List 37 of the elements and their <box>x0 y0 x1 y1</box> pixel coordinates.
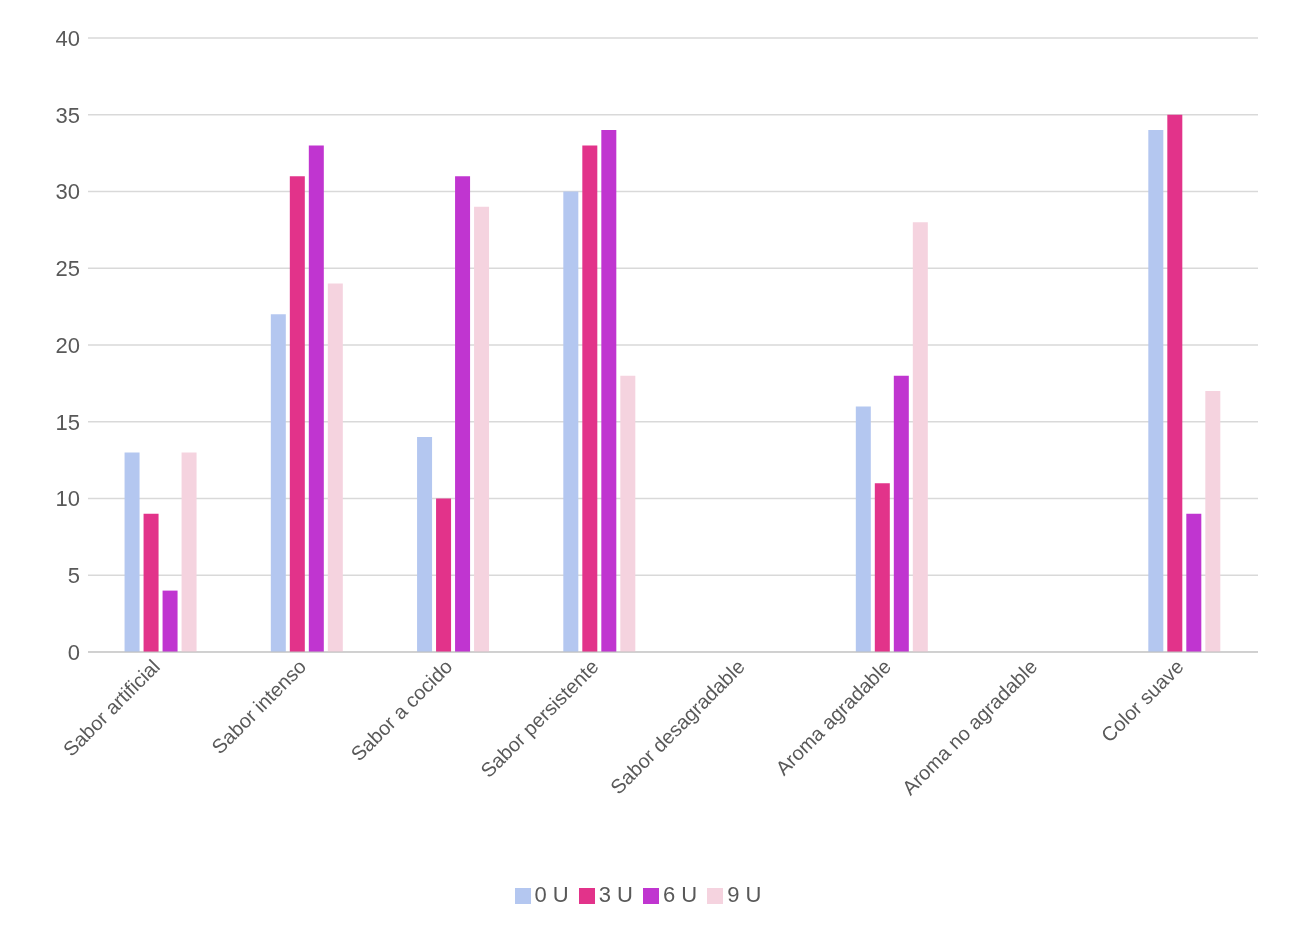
legend-label: 9 U <box>727 882 762 907</box>
bar <box>855 406 871 652</box>
y-tick-label: 0 <box>67 639 80 665</box>
bar <box>1167 114 1183 652</box>
legend-label: 3 U <box>598 882 633 907</box>
legend-label: 0 U <box>534 882 569 907</box>
y-tick-label: 35 <box>55 102 80 128</box>
y-tick-label: 40 <box>55 25 80 51</box>
bar <box>417 437 433 652</box>
bar <box>124 452 140 652</box>
bar <box>1148 130 1164 652</box>
legend-label: 6 U <box>663 882 698 907</box>
bar <box>874 483 890 652</box>
bar <box>582 145 598 652</box>
bar <box>162 590 178 652</box>
bar <box>308 145 324 652</box>
bar <box>327 283 343 652</box>
bar <box>270 314 286 652</box>
bar <box>1205 391 1221 652</box>
y-tick-label: 5 <box>67 563 80 589</box>
bar <box>289 176 305 652</box>
bar <box>436 498 452 652</box>
bar <box>455 176 471 652</box>
bar <box>143 513 159 652</box>
bar <box>601 130 617 652</box>
bar <box>893 375 909 652</box>
y-tick-label: 10 <box>55 486 80 512</box>
y-tick-label: 15 <box>55 409 80 435</box>
bar <box>563 191 579 652</box>
bar <box>474 206 490 652</box>
y-tick-label: 20 <box>55 332 80 358</box>
y-tick-label: 25 <box>55 256 80 282</box>
bar <box>1186 513 1202 652</box>
bar <box>620 375 636 652</box>
bar <box>912 222 928 652</box>
bar <box>181 452 197 652</box>
y-tick-label: 30 <box>55 179 80 205</box>
